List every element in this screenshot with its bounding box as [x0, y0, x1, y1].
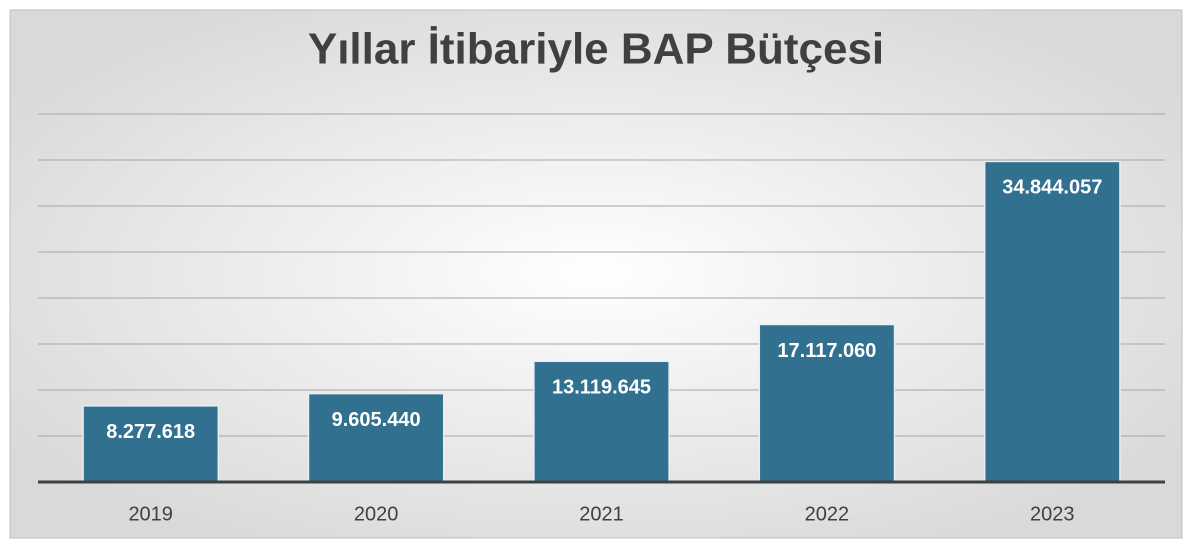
bar [82, 405, 220, 483]
data-label: 17.117.060 [777, 340, 876, 362]
data-label: 8.277.618 [106, 421, 195, 443]
data-label: 34.844.057 [1002, 177, 1102, 199]
x-tick-label: 2023 [1030, 503, 1075, 525]
x-tick-label: 2019 [128, 503, 173, 525]
chart-title: Yıllar İtibariyle BAP Bütçesi [308, 25, 884, 74]
x-tick-label: 2020 [354, 503, 399, 525]
x-tick-label: 2021 [579, 503, 624, 525]
x-tick-label: 2022 [805, 503, 850, 525]
data-label: 9.605.440 [332, 409, 421, 431]
bar [307, 392, 445, 483]
data-label: 13.119.645 [552, 377, 651, 399]
bar [983, 160, 1121, 483]
